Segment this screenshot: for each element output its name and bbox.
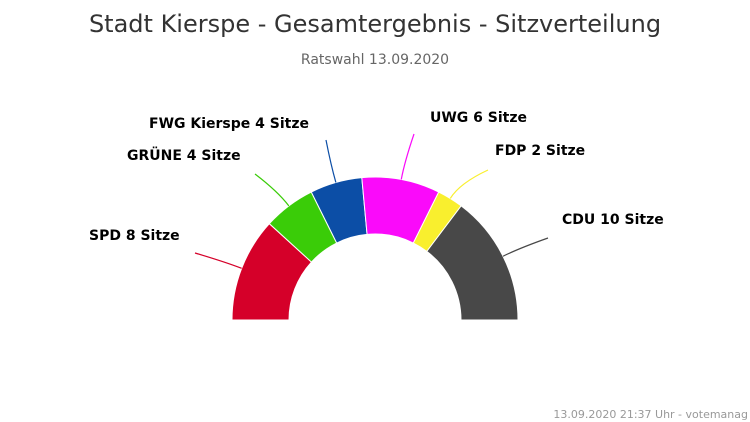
- connector-fdp: [449, 169, 489, 199]
- label-cdu: CDU 10 Sitze: [562, 212, 664, 228]
- label-gruene: GRÜNE 4 Sitze: [127, 146, 241, 164]
- label-connectors: [194, 133, 549, 269]
- label-fdp: FDP 2 Sitze: [495, 143, 585, 159]
- connector-uwg: [400, 133, 415, 180]
- label-spd: SPD 8 Sitze: [89, 228, 180, 244]
- seat-labels: SPD 8 Sitze GRÜNE 4 Sitze FWG Kierspe 4 Si…: [89, 110, 664, 244]
- chart-title: Stadt Kierspe - Gesamtergebnis - Sitzver…: [89, 10, 661, 38]
- label-fwg-kierspe: FWG Kierspe 4 Sitze: [149, 116, 309, 132]
- seat-slices: [231, 176, 519, 321]
- label-uwg: UWG 6 Sitze: [430, 110, 527, 126]
- connector-spd: [194, 252, 242, 269]
- connector-fwg-kierspe: [325, 139, 337, 183]
- connector-cdu: [502, 237, 549, 257]
- credits-text: 13.09.2020 21:37 Uhr - votemanag: [553, 408, 748, 421]
- chart-subtitle: Ratswahl 13.09.2020: [301, 52, 449, 68]
- connector-gruene: [254, 173, 290, 207]
- slice-cdu[interactable]: [426, 205, 519, 321]
